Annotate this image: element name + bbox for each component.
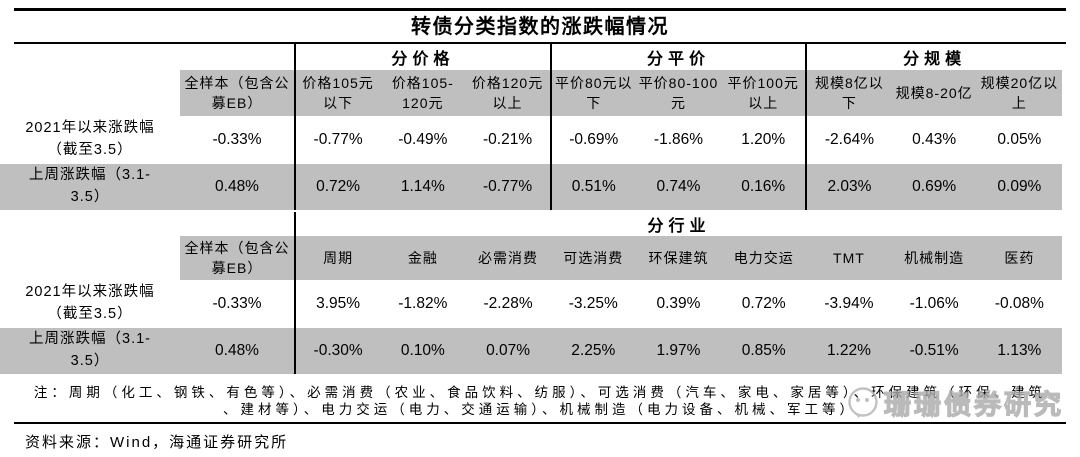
group-industry: 分行业	[294, 212, 1062, 236]
col-header: 价格120元以上	[465, 70, 551, 116]
group-price: 分价格	[294, 44, 551, 70]
value-cell: 1.22%	[806, 328, 892, 374]
table-row: 上周涨跌幅（3.1-3.5） 0.48% 0.72% 1.14% -0.77% …	[0, 164, 1062, 210]
value-cell: -0.21%	[482, 131, 533, 148]
value-cell: 0.16%	[721, 164, 807, 210]
value-cell: 2.03%	[805, 164, 892, 210]
top-rule	[14, 8, 1066, 11]
col-header: 全样本（包含公募EB）	[180, 70, 295, 116]
row-label: 2021年以来涨跌幅（截至3.5）	[25, 120, 155, 158]
value-cell: -0.49%	[398, 131, 448, 148]
col-header: 规模20亿以上	[976, 70, 1062, 116]
note-text: 注：周期（化工、钢铁、有色等）、必需消费（农业、食品饮料、纺服）、可选消费（汽车…	[0, 384, 1080, 418]
value-cell: -0.08%	[994, 295, 1044, 312]
value-cell: -0.33%	[212, 295, 262, 312]
spacer-cell	[0, 236, 180, 280]
industry-table: 分行业 全样本（包含公募EB） 周期 金融 必需消费 可选消费 环保建筑 电力交…	[0, 212, 1062, 374]
price-parity-size-table: 分价格 分平价 分规模 全样本（包含公募EB） 价格105元以下 价格105-1…	[0, 44, 1062, 210]
value-cell: -0.30%	[293, 328, 381, 374]
value-cell: 0.39%	[656, 295, 701, 312]
value-cell: 0.10%	[380, 328, 466, 374]
table-row: 2021年以来涨跌幅（截至3.5） -0.33% -0.77% -0.49% -…	[0, 116, 1062, 164]
col-header: 平价80元以下	[549, 70, 636, 116]
col-header: 规模8亿以下	[805, 70, 892, 116]
row-label: 上周涨跌幅（3.1-3.5）	[0, 164, 180, 210]
col-header: 金融	[380, 236, 466, 280]
spacer-cell	[0, 44, 295, 70]
col-header: 价格105元以下	[293, 70, 381, 116]
value-cell: -0.69%	[549, 116, 636, 164]
value-cell: 0.07%	[465, 328, 551, 374]
value-cell: 0.48%	[180, 164, 295, 210]
value-cell: 3.95%	[293, 280, 381, 328]
value-cell: 1.14%	[380, 164, 466, 210]
value-cell: 0.85%	[721, 328, 807, 374]
note-line-2: 、建材等）、电力交运（电力、交通运输）、机械制造（电力设备、机械、军工等）	[223, 402, 857, 417]
col-header: 机械制造	[891, 236, 977, 280]
col-header: 价格105-120元	[380, 70, 466, 116]
value-cell: 1.13%	[976, 328, 1062, 374]
value-cell: 0.43%	[912, 131, 957, 148]
value-cell: 2.25%	[550, 328, 636, 374]
row-label: 2021年以来涨跌幅（截至3.5）	[25, 284, 155, 322]
table-row: 2021年以来涨跌幅（截至3.5） -0.33% 3.95% -1.82% -2…	[0, 280, 1062, 328]
col-header: TMT	[806, 236, 892, 280]
value-cell: -0.33%	[212, 131, 262, 148]
value-cell: -3.25%	[568, 295, 618, 312]
col-header: 全样本（包含公募EB）	[180, 236, 295, 280]
value-cell: -1.82%	[398, 295, 448, 312]
table-row: 上周涨跌幅（3.1-3.5） 0.48% -0.30% 0.10% 0.07% …	[0, 328, 1062, 374]
value-cell: 0.72%	[741, 295, 786, 312]
source-text: 资料来源：Wind，海通证券研究所	[25, 434, 289, 451]
row-label: 上周涨跌幅（3.1-3.5）	[0, 328, 180, 374]
title-rule	[14, 42, 1066, 44]
col-header: 电力交运	[721, 236, 807, 280]
value-cell: 0.05%	[997, 131, 1042, 148]
col-header: 环保建筑	[635, 236, 722, 280]
column-header-row: 全样本（包含公募EB） 价格105元以下 价格105-120元 价格120元以上…	[0, 70, 1062, 116]
column-header-row: 全样本（包含公募EB） 周期 金融 必需消费 可选消费 环保建筑 电力交运 TM…	[0, 236, 1062, 280]
value-cell: 0.74%	[635, 164, 722, 210]
value-cell: -2.64%	[805, 116, 892, 164]
col-header: 平价100元以上	[721, 70, 807, 116]
value-cell: -0.77%	[293, 116, 381, 164]
col-header: 平价80-100元	[635, 70, 722, 116]
note-line-1: 注：周期（化工、钢铁、有色等）、必需消费（农业、食品饮料、纺服）、可选消费（汽车…	[33, 385, 1047, 400]
value-cell: 0.72%	[293, 164, 381, 210]
value-cell: -2.28%	[483, 295, 533, 312]
value-cell: -3.94%	[824, 295, 874, 312]
group-header-row: 分行业	[0, 212, 1062, 236]
value-cell: 0.51%	[549, 164, 636, 210]
col-header: 医药	[976, 236, 1062, 280]
col-header: 周期	[293, 236, 381, 280]
col-header: 必需消费	[465, 236, 551, 280]
spacer-cell	[0, 70, 180, 116]
group-size: 分规模	[805, 44, 1062, 70]
value-cell: -0.51%	[891, 328, 977, 374]
group-header-row: 分价格 分平价 分规模	[0, 44, 1062, 70]
value-cell: 0.69%	[891, 164, 977, 210]
value-cell: 1.97%	[635, 328, 722, 374]
figure-title: 转债分类指数的涨跌幅情况	[411, 16, 669, 38]
value-cell: 0.09%	[976, 164, 1062, 210]
value-cell: -1.86%	[653, 131, 704, 148]
col-header: 可选消费	[550, 236, 636, 280]
group-parity: 分平价	[549, 44, 807, 70]
value-cell: -0.77%	[465, 164, 551, 210]
value-cell: -1.06%	[909, 295, 959, 312]
spacer-cell	[0, 212, 295, 236]
col-header: 规模8-20亿	[891, 70, 977, 116]
value-cell: 1.20%	[741, 131, 786, 148]
bottom-rule	[14, 422, 1066, 424]
value-cell: 0.48%	[180, 328, 295, 374]
